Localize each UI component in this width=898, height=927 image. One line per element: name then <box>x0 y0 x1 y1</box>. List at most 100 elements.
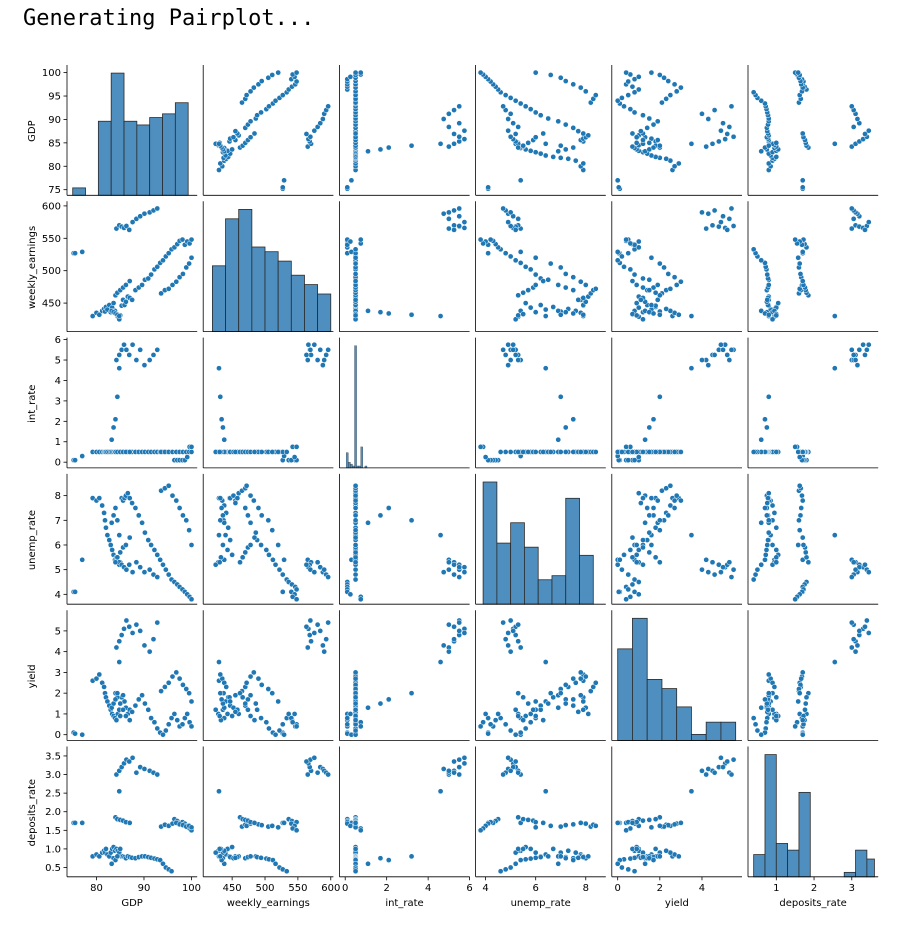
scatter-point <box>715 561 722 568</box>
scatter-point <box>631 457 638 463</box>
histogram-bar <box>290 274 305 333</box>
scatter-point <box>306 632 313 638</box>
scatter-point <box>656 292 663 299</box>
histogram-bar <box>866 858 875 878</box>
scatter-point <box>515 144 522 151</box>
scatter-point <box>525 449 532 455</box>
scatter-point <box>635 86 642 93</box>
panel-unemp_rate-vs-unemp_rate <box>475 473 606 605</box>
scatter-point <box>102 517 108 524</box>
scatter-point <box>495 711 501 717</box>
scatter-point <box>803 554 810 561</box>
scatter-point <box>507 617 514 624</box>
scatter-point <box>795 69 802 76</box>
scatter-point <box>446 621 452 628</box>
scatter-point <box>176 505 183 511</box>
panel-unemp_rate-vs-GDP: 4 5 6 7 8 unemp_rate <box>27 473 198 605</box>
scatter-point <box>243 482 250 489</box>
scatter-point <box>188 824 195 831</box>
scatter-point <box>456 574 463 580</box>
scatter-point <box>133 357 140 363</box>
scatter-point <box>485 250 491 257</box>
histogram-bar <box>149 117 163 196</box>
panel-int_rate-vs-weekly_earnings <box>202 337 334 469</box>
scatter-point <box>520 449 527 455</box>
panel-yield-vs-yield <box>611 610 742 741</box>
scatter-point <box>216 449 223 455</box>
scatter-point <box>522 713 529 719</box>
scatter-point <box>527 855 534 862</box>
scatter-point <box>718 341 724 348</box>
scatter-point <box>502 636 509 643</box>
scatter-point <box>126 534 133 541</box>
scatter-point <box>517 729 524 736</box>
scatter-point <box>850 352 857 358</box>
scatter-point <box>750 715 757 721</box>
scatter-point <box>275 698 282 705</box>
scatter-point <box>762 556 768 563</box>
scatter-point <box>145 537 152 543</box>
scatter-point <box>562 121 569 128</box>
histogram-bar <box>537 579 553 605</box>
scatter-point <box>266 103 272 110</box>
scatter-point <box>385 144 392 151</box>
scatter-point <box>796 517 802 524</box>
scatter-point <box>251 449 258 455</box>
scatter-point <box>291 711 298 717</box>
scatter-point <box>550 154 557 160</box>
scatter-point <box>120 692 126 699</box>
scatter-point <box>154 771 161 778</box>
scatter-point <box>133 769 140 776</box>
scatter-point <box>216 365 222 372</box>
scatter-point <box>456 771 463 778</box>
scatter-point <box>562 146 569 153</box>
y-tick-label: 6 <box>55 335 61 346</box>
scatter-point <box>507 357 514 363</box>
scatter-point <box>461 564 468 571</box>
scatter-point <box>72 730 78 737</box>
scatter-point <box>623 827 629 834</box>
scatter-point <box>217 393 224 400</box>
scatter-point <box>126 623 133 630</box>
scatter-point <box>522 263 529 270</box>
x-tick-label: 8 <box>583 883 589 894</box>
scatter-point <box>250 84 257 91</box>
scatter-point <box>114 853 121 860</box>
scatter-point <box>218 416 225 423</box>
scatter-point <box>165 571 172 578</box>
y-tick-label: 95 <box>48 92 61 103</box>
scatter-point <box>485 715 491 721</box>
y-tick-label: 80 <box>48 162 61 173</box>
scatter-point <box>520 816 527 823</box>
scatter-point <box>72 820 78 826</box>
scatter-point <box>765 671 772 678</box>
scatter-point <box>139 282 145 288</box>
scatter-point <box>116 313 123 319</box>
scatter-point <box>648 824 655 831</box>
scatter-point <box>352 512 359 519</box>
scatter-point <box>525 140 532 146</box>
scatter-point <box>307 617 314 624</box>
scatter-point <box>854 116 861 122</box>
scatter-point <box>344 721 351 728</box>
scatter-point <box>129 754 136 761</box>
scatter-point <box>635 304 642 311</box>
scatter-point <box>183 264 190 271</box>
scatter-point <box>775 300 782 306</box>
scatter-point <box>352 246 359 253</box>
scatter-point <box>640 544 646 551</box>
scatter-point <box>352 706 359 713</box>
scatter-point <box>162 684 168 690</box>
scatter-point <box>587 688 594 694</box>
scatter-point <box>146 648 153 655</box>
scatter-point <box>557 823 564 830</box>
scatter-point <box>293 78 300 85</box>
scatter-point <box>357 236 364 243</box>
histogram-bar <box>162 113 176 196</box>
scatter-point <box>616 556 623 563</box>
scatter-point <box>502 250 509 257</box>
scatter-point <box>648 542 655 548</box>
scatter-point <box>485 730 491 737</box>
scatter-point <box>648 302 655 308</box>
scatter-point <box>142 529 148 536</box>
